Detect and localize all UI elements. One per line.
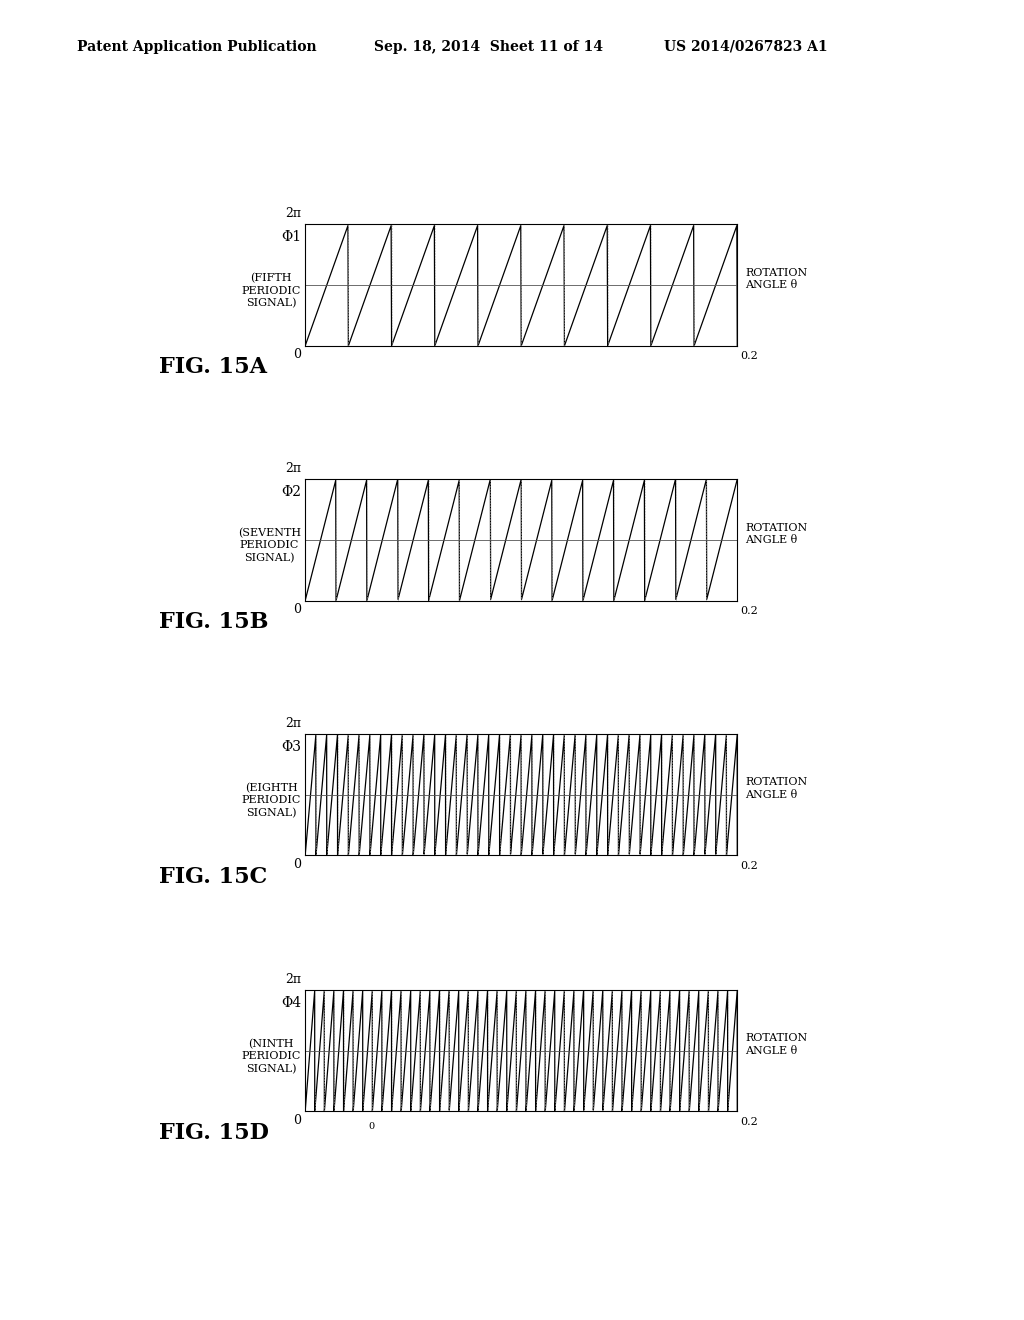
Text: 0: 0	[293, 603, 301, 616]
Text: 0: 0	[293, 1114, 301, 1127]
Text: 0.2: 0.2	[740, 606, 758, 616]
Text: 0: 0	[293, 348, 301, 362]
Text: Patent Application Publication: Patent Application Publication	[77, 40, 316, 54]
Text: Φ4: Φ4	[281, 997, 301, 1010]
Text: (NINTH
PERIODIC
SIGNAL): (NINTH PERIODIC SIGNAL)	[242, 1039, 301, 1074]
Text: 0: 0	[293, 858, 301, 871]
Text: Sep. 18, 2014  Sheet 11 of 14: Sep. 18, 2014 Sheet 11 of 14	[374, 40, 603, 54]
Text: (FIFTH
PERIODIC
SIGNAL): (FIFTH PERIODIC SIGNAL)	[242, 273, 301, 309]
Text: Φ2: Φ2	[281, 486, 301, 499]
Text: 2π: 2π	[285, 717, 301, 730]
Text: Φ3: Φ3	[281, 741, 301, 754]
Text: FIG. 15C: FIG. 15C	[159, 866, 267, 888]
Text: ROTATION
ANGLE θ: ROTATION ANGLE θ	[745, 523, 808, 545]
Text: ROTATION
ANGLE θ: ROTATION ANGLE θ	[745, 777, 808, 800]
Text: 2π: 2π	[285, 462, 301, 475]
Text: Φ1: Φ1	[281, 231, 301, 244]
Text: FIG. 15A: FIG. 15A	[159, 356, 266, 379]
Text: (SEVENTH
PERIODIC
SIGNAL): (SEVENTH PERIODIC SIGNAL)	[238, 528, 301, 564]
Text: FIG. 15D: FIG. 15D	[159, 1122, 268, 1144]
Text: ROTATION
ANGLE θ: ROTATION ANGLE θ	[745, 1034, 808, 1056]
Text: 0: 0	[369, 1122, 375, 1131]
Text: FIG. 15B: FIG. 15B	[159, 611, 268, 634]
Text: 0.2: 0.2	[740, 1117, 758, 1127]
Text: US 2014/0267823 A1: US 2014/0267823 A1	[664, 40, 827, 54]
Text: (EIGHTH
PERIODIC
SIGNAL): (EIGHTH PERIODIC SIGNAL)	[242, 783, 301, 818]
Text: 0.2: 0.2	[740, 351, 758, 362]
Text: 2π: 2π	[285, 207, 301, 220]
Text: ROTATION
ANGLE θ: ROTATION ANGLE θ	[745, 268, 808, 290]
Text: 0.2: 0.2	[740, 861, 758, 871]
Text: 2π: 2π	[285, 973, 301, 986]
